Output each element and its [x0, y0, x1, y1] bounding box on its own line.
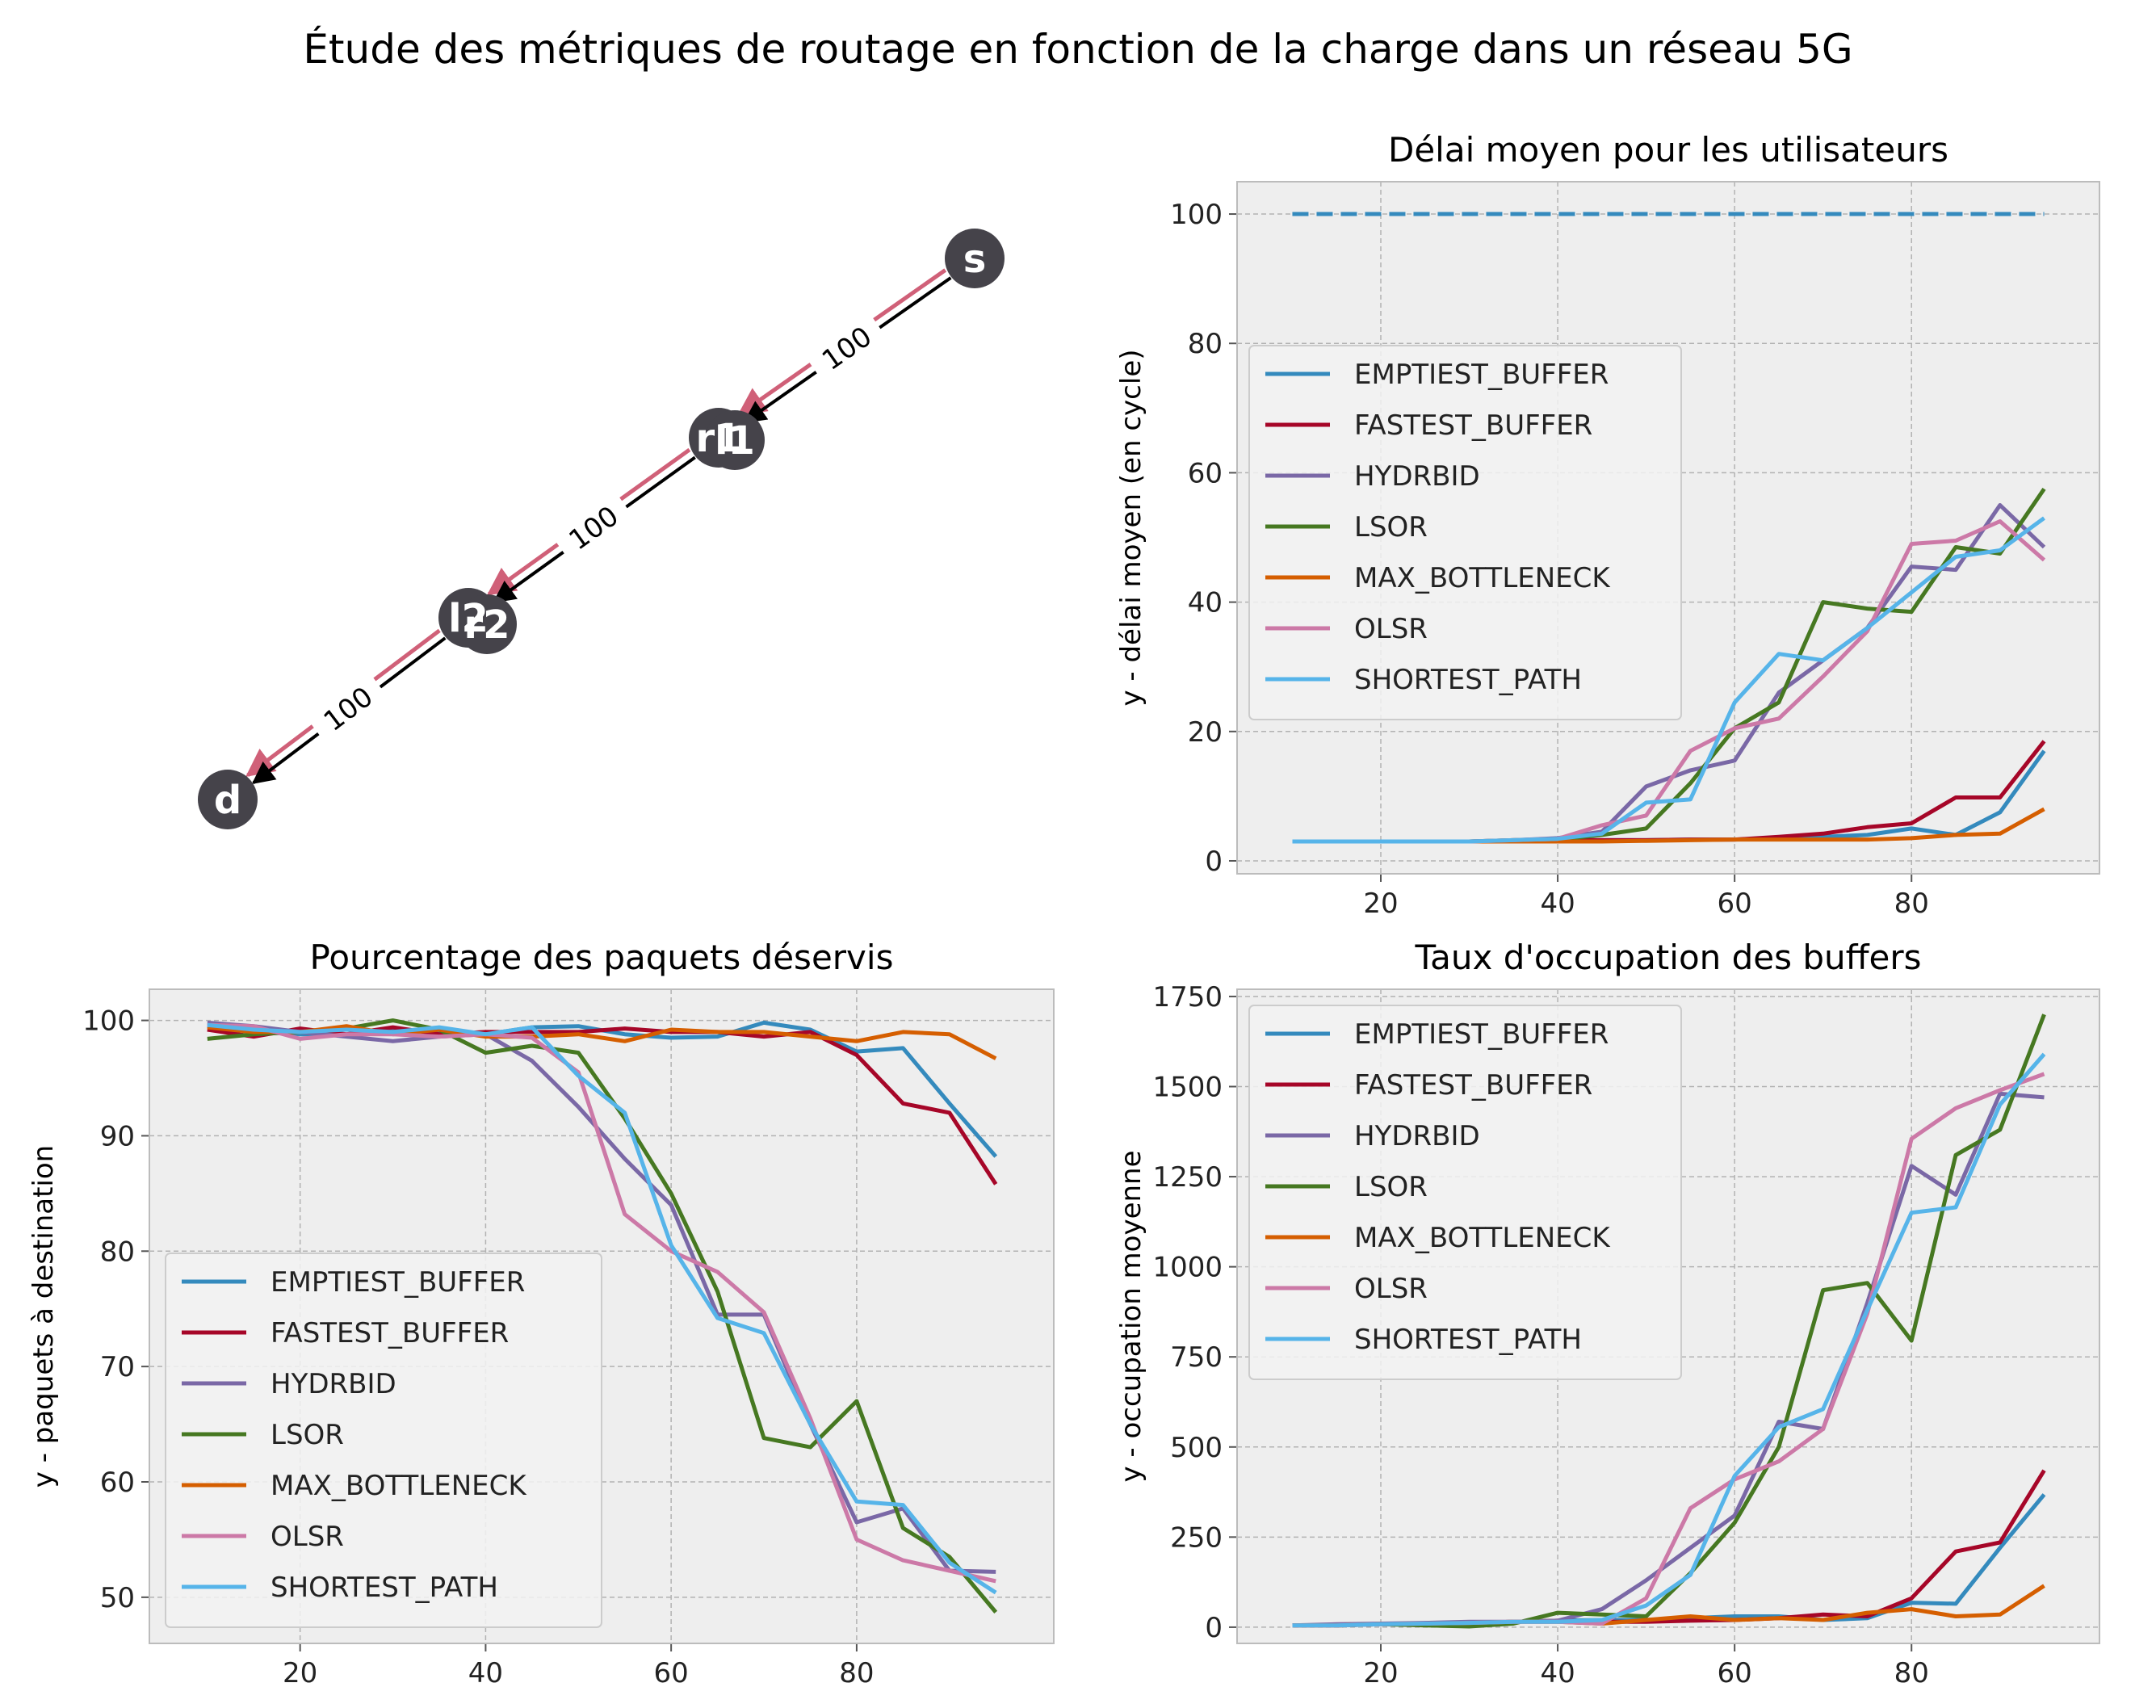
legend — [1248, 1005, 1682, 1380]
chart-delay: 20 40 60 80 0 20 40 60 80 100 Délai moyen pour les… — [1115, 130, 2100, 920]
edge-label-bg — [805, 313, 888, 384]
legend-label: FASTEST_BUFFER — [271, 1317, 509, 1349]
legend-label: HYDRBID — [1354, 460, 1480, 493]
y-tick-label: 80 — [100, 1236, 135, 1268]
y-tick-label: 1000 — [1152, 1252, 1223, 1284]
graph-node-d — [198, 770, 258, 829]
axes-frame — [149, 988, 1055, 1644]
chart-title: Taux d'occupation des buffers — [1414, 938, 1921, 977]
legend — [1248, 345, 1682, 720]
legend-label: EMPTIEST_BUFFER — [1354, 359, 1609, 391]
y-tick-label: 40 — [1188, 587, 1223, 619]
x-tick-label: 60 — [654, 1657, 689, 1689]
y-tick-label: 100 — [1170, 199, 1223, 231]
legend — [165, 1253, 602, 1628]
legend-label: FASTEST_BUFFER — [1354, 409, 1592, 442]
graph-node-s — [945, 229, 1005, 288]
y-axis-label: y - paquets à destination — [27, 1145, 60, 1488]
legend-label: FASTEST_BUFFER — [1354, 1069, 1592, 1102]
x-tick-label: 20 — [283, 1657, 317, 1689]
x-tick-label: 60 — [1718, 888, 1752, 920]
y-tick-label: 80 — [1188, 328, 1223, 360]
graph-node-r2 — [457, 594, 517, 654]
graph-node-label-s: s — [963, 237, 987, 282]
x-tick-label: 80 — [839, 1657, 874, 1689]
legend-label: MAX_BOTTLENECK — [1354, 562, 1611, 594]
series-line-shortest_path — [207, 1022, 997, 1595]
legend-label: LSOR — [1354, 1171, 1428, 1203]
chart-served: 20 40 60 80 50 60 70 80 90 100 Pourcentage des paq… — [27, 938, 1055, 1689]
legend-label: EMPTIEST_BUFFER — [271, 1266, 525, 1299]
graph-node-l1 — [705, 410, 765, 470]
legend-label: OLSR — [1354, 1273, 1428, 1305]
y-tick-label: 60 — [100, 1467, 135, 1499]
y-tick-label: 20 — [1188, 716, 1223, 749]
y-tick-label: 100 — [82, 1005, 135, 1038]
legend-label: OLSR — [271, 1521, 344, 1553]
legend-label: HYDRBID — [1354, 1120, 1480, 1152]
x-tick-label: 80 — [1894, 1657, 1929, 1689]
y-tick-label: 70 — [100, 1351, 135, 1383]
x-tick-label: 40 — [1540, 888, 1575, 920]
edge-label-bg — [552, 492, 635, 564]
axes-frame — [1236, 988, 2100, 1644]
series-line-max_bottleneck — [207, 1024, 997, 1060]
legend-label: LSOR — [1354, 511, 1428, 543]
series-line-shortest_path — [1292, 1052, 2046, 1628]
legend-label: EMPTIEST_BUFFER — [1354, 1018, 1609, 1051]
y-axis-label: y - délai moyen (en cycle) — [1115, 349, 1147, 706]
axes-frame — [1236, 181, 2100, 875]
legend-label: MAX_BOTTLENECK — [271, 1470, 527, 1502]
legend-label: LSOR — [271, 1419, 344, 1451]
legend-label: OLSR — [1354, 613, 1428, 645]
y-tick-label: 0 — [1205, 1612, 1223, 1644]
chart-buffers: 20 40 60 80 0 250 500 750 1000 1250 1500 1750 Taux d… — [1115, 938, 2100, 1689]
y-tick-label: 1500 — [1152, 1071, 1223, 1103]
legend-label: HYDRBID — [271, 1368, 396, 1400]
y-tick-label: 250 — [1170, 1521, 1223, 1554]
y-tick-label: 0 — [1205, 846, 1223, 878]
graph-node-label-r2: r2 — [463, 602, 510, 648]
graph-node-label-l2: l2 — [448, 596, 489, 641]
x-tick-label: 40 — [468, 1657, 503, 1689]
graph-node-label-d: d — [214, 778, 241, 823]
series-line-olsr — [207, 1022, 996, 1584]
x-tick-label: 60 — [1718, 1657, 1752, 1689]
y-tick-label: 500 — [1170, 1432, 1223, 1464]
y-tick-label: 1250 — [1152, 1161, 1223, 1194]
y-tick-label: 50 — [100, 1582, 135, 1614]
y-tick-label: 750 — [1170, 1341, 1223, 1374]
legend-label: MAX_BOTTLENECK — [1354, 1222, 1611, 1254]
legend-label: SHORTEST_PATH — [1354, 1324, 1582, 1356]
chart-title: Pourcentage des paquets déservis — [310, 938, 894, 977]
graph-node-label-r1: r1 — [695, 416, 741, 461]
y-tick-label: 1750 — [1152, 981, 1223, 1013]
legend-label: SHORTEST_PATH — [271, 1572, 498, 1604]
y-tick-label: 90 — [100, 1120, 135, 1152]
y-tick-label: 60 — [1188, 457, 1223, 489]
graph-node-label-l1: l1 — [715, 418, 755, 464]
series-line-shortest_path — [1292, 516, 2045, 844]
edge-label-bg — [307, 672, 389, 745]
x-tick-label: 40 — [1540, 1657, 1575, 1689]
x-tick-label: 20 — [1363, 1657, 1398, 1689]
x-tick-label: 20 — [1363, 888, 1398, 920]
y-axis-label: y - occupation moyenne — [1115, 1150, 1147, 1482]
x-tick-label: 80 — [1894, 888, 1929, 920]
chart-title: Délai moyen pour les utilisateurs — [1388, 130, 1948, 170]
legend-label: SHORTEST_PATH — [1354, 664, 1582, 696]
figure-title: Étude des métriques de routage en foncti… — [303, 25, 1852, 73]
